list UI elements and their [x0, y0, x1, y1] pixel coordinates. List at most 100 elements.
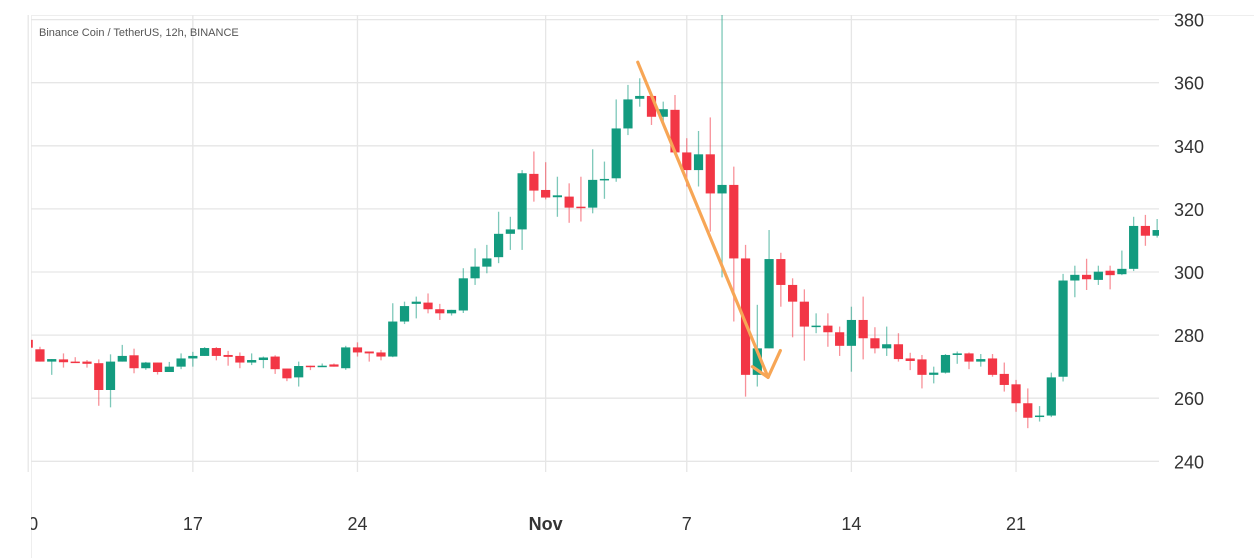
- candle-down: [905, 352, 915, 371]
- candle-up: [611, 99, 621, 182]
- arrow-line[interactable]: [636, 60, 770, 379]
- candle-body: [752, 348, 762, 375]
- candle-down: [152, 362, 163, 375]
- candle-body: [658, 109, 668, 117]
- candle-down: [999, 362, 1009, 392]
- arrow-head[interactable]: [750, 348, 782, 379]
- candle-body: [305, 365, 316, 368]
- candle-body: [693, 154, 704, 171]
- date-tick-label: 24: [347, 514, 367, 534]
- candle-body: [987, 358, 998, 375]
- candle-up: [623, 84, 633, 136]
- candle-body: [517, 173, 527, 230]
- candle-body: [952, 353, 962, 355]
- candle-down: [917, 354, 927, 389]
- candle-body: [846, 319, 856, 346]
- candle-body: [940, 354, 951, 373]
- price-axis[interactable]: 240 260 280 300 320 340 360 380: [1174, 11, 1204, 473]
- candle-down: [835, 326, 845, 356]
- candle-body: [646, 95, 657, 117]
- candle-body: [776, 259, 786, 285]
- candle-down: [893, 333, 904, 362]
- grid: [27, 15, 1159, 472]
- candle-body: [599, 178, 610, 181]
- candle-body: [329, 364, 339, 367]
- candle-up: [1046, 372, 1056, 418]
- price-tick-label: 340: [1174, 137, 1204, 157]
- candle-down: [376, 349, 386, 361]
- candle-body: [494, 233, 504, 258]
- candle-down: [646, 95, 657, 125]
- candle-down: [858, 296, 868, 360]
- candle-body: [670, 109, 680, 153]
- candle-body: [682, 152, 692, 171]
- candle-body: [1070, 274, 1080, 281]
- candle-body: [564, 196, 574, 208]
- candle-body: [376, 352, 386, 357]
- candle-body: [917, 359, 927, 375]
- candle-body: [423, 302, 433, 310]
- candle-body: [1046, 377, 1056, 416]
- candle-body: [35, 349, 45, 362]
- candle-down: [564, 183, 574, 223]
- candle-up: [764, 230, 774, 349]
- price-tick-label: 300: [1174, 263, 1204, 283]
- price-tick-label: 260: [1174, 389, 1204, 409]
- candle-body: [188, 355, 198, 359]
- candle-up: [505, 216, 515, 250]
- candle-up: [105, 354, 116, 408]
- candle-body: [223, 354, 233, 357]
- candle-body: [258, 357, 268, 361]
- candle-body: [717, 184, 727, 194]
- candle-body: [105, 361, 116, 390]
- candle-down: [282, 368, 292, 382]
- candle-down: [364, 351, 374, 362]
- candle-body: [976, 359, 986, 362]
- candle-body: [1152, 230, 1159, 236]
- candle-down: [670, 95, 680, 153]
- candle-body: [1023, 403, 1033, 418]
- candle-body: [152, 362, 163, 373]
- candle-up: [200, 347, 210, 356]
- date-tick-label: 17: [183, 514, 203, 534]
- candle-body: [529, 173, 539, 191]
- candle-down: [35, 346, 45, 362]
- candle-down: [58, 353, 69, 368]
- candle-up: [693, 130, 704, 187]
- candle-body: [352, 347, 363, 353]
- candle-down: [94, 359, 104, 406]
- candle-down: [776, 252, 786, 307]
- candle-body: [905, 358, 915, 361]
- candle-up: [1117, 250, 1127, 276]
- date-tick-label: 7: [682, 514, 692, 534]
- candle-up: [458, 268, 468, 314]
- candle-body: [964, 353, 974, 362]
- candle-down: [1011, 379, 1021, 412]
- candle-body: [446, 309, 457, 314]
- price-tick-label: 380: [1174, 11, 1204, 31]
- candle-up: [1058, 273, 1068, 382]
- candle-down: [1105, 265, 1115, 290]
- candle-up: [47, 359, 57, 375]
- drawn-arrow-annotation[interactable]: [636, 60, 782, 379]
- candle-up: [929, 366, 939, 384]
- candles: [31, 15, 1159, 429]
- candle-down: [964, 352, 974, 370]
- candle-down: [211, 347, 221, 361]
- candle-down: [435, 303, 445, 320]
- candle-up: [188, 351, 198, 367]
- candle-body: [435, 309, 445, 314]
- candle-up: [247, 353, 257, 366]
- candle-down: [235, 352, 245, 369]
- candle-body: [588, 179, 598, 208]
- candle-body: [541, 189, 551, 198]
- time-axis[interactable]: 10 17 24 Nov 7 14 21: [18, 514, 1026, 534]
- candle-up: [294, 361, 304, 387]
- candle-body: [1034, 415, 1045, 418]
- candle-up: [494, 211, 504, 264]
- candle-body: [611, 128, 621, 179]
- candle-up: [1129, 216, 1139, 272]
- candle-body: [858, 319, 868, 339]
- candle-up: [399, 301, 410, 325]
